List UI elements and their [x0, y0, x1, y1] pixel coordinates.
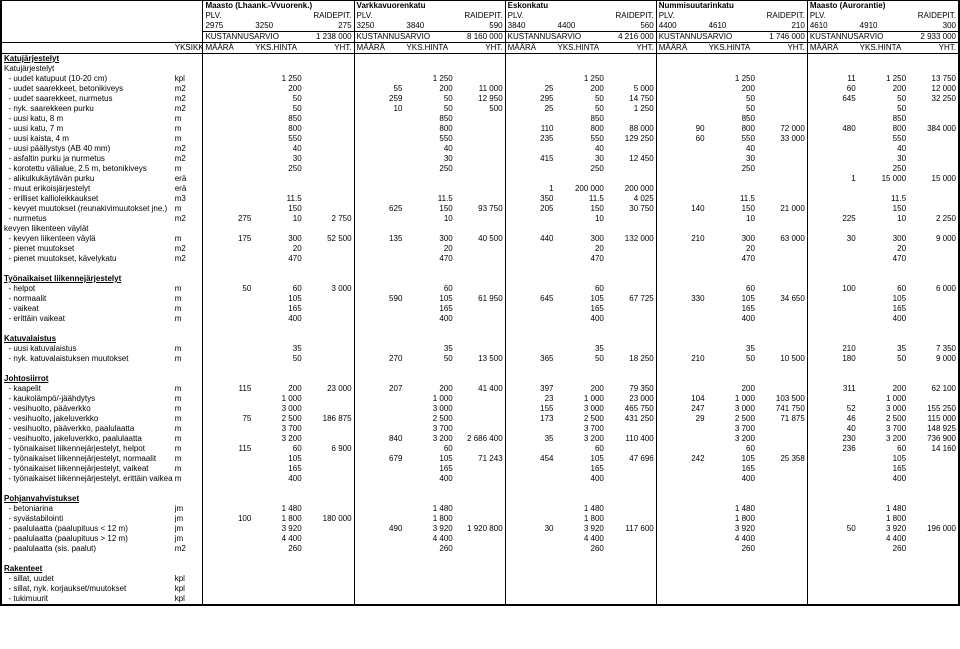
- row-label: - työnaikaiset liikennejärjestelyt, vaik…: [2, 464, 173, 474]
- row-label: - sillat, uudet: [2, 574, 173, 584]
- row-label: - kevyet muutokset (reunakivimuutokset j…: [2, 204, 173, 214]
- row-label: - asfaltin purku ja nurmetus: [2, 154, 173, 164]
- row-label: - uusi katu, 8 m: [2, 114, 173, 124]
- site-name: Varkkavuorenkatu: [354, 1, 505, 11]
- row-label: - uusi päällystys (AB 40 mm): [2, 144, 173, 154]
- row-label: - kevyen liikenteen väylä: [2, 234, 173, 244]
- cost-table: Maasto (Lhaank.-Vvuorenk.)Varkkavuorenka…: [0, 0, 960, 606]
- row-label: - pienet muutokset: [2, 244, 173, 254]
- row-label: - nurmetus: [2, 214, 173, 224]
- row-label: - korotettu välialue, 2.5 m, betonikivey…: [2, 164, 173, 174]
- row-label: - normaalit: [2, 294, 173, 304]
- site-name: Eskonkatu: [505, 1, 656, 11]
- row-label: - vesihuolto, jakeluverkko, paalulaatta: [2, 434, 173, 444]
- row-label: - työnaikaiset liikennejärjestelyt, norm…: [2, 454, 173, 464]
- row-label: - vaikeat: [2, 304, 173, 314]
- row-label: - erittäin vaikeat: [2, 314, 173, 324]
- row-label: - työnaikaiset liikennejärjestelyt, help…: [2, 444, 173, 454]
- row-label: - sillat, nyk. korjaukset/muutokset: [2, 584, 173, 594]
- section-title: Katuvalaistus: [2, 334, 173, 344]
- section-title: Työnaikaiset liikennejärjestelyt: [2, 274, 173, 284]
- site-name: Maasto (Lhaank.-Vvuorenk.): [203, 1, 354, 11]
- row-label: - pienet muutokset, kävelykatu: [2, 254, 173, 264]
- row-label: - uusi katu, 7 m: [2, 124, 173, 134]
- row-label: - työnaikaiset liikennejärjestelyt, erit…: [2, 474, 173, 484]
- row-label: - muut erikoisjärjestelyt: [2, 184, 173, 194]
- main-table: Maasto (Lhaank.-Vvuorenk.)Varkkavuorenka…: [1, 1, 959, 605]
- row-label: - paalulaatta (paalupituus > 12 m): [2, 534, 173, 544]
- site-name: Maasto (Aurorantie): [807, 1, 958, 11]
- section-title: Johtosiirrot: [2, 374, 173, 384]
- row-label: - paalulaatta (paalupituus < 12 m): [2, 524, 173, 534]
- row-label: Katujärjestelyt: [2, 64, 173, 74]
- row-label: - nyk. katuvalaistuksen muutokset: [2, 354, 173, 364]
- row-label: - uudet katupuut (10-20 cm): [2, 74, 173, 84]
- row-label: - nyk. saarekkeen purku: [2, 104, 173, 114]
- row-label: - uusi kaista, 4 m: [2, 134, 173, 144]
- row-label: - kaapelit: [2, 384, 173, 394]
- row-label: - syvästabilointi: [2, 514, 173, 524]
- row-label: - vesihuolto, pääverkko: [2, 404, 173, 414]
- row-label: - kaukolämpö/-jäähdytys: [2, 394, 173, 404]
- row-label: - helpot: [2, 284, 173, 294]
- section-title: Pohjanvahvistukset: [2, 494, 173, 504]
- row-label: - paalulaatta (sis. paalut): [2, 544, 173, 554]
- section-title: Katujärjestelyt: [2, 54, 173, 65]
- section-title: Rakenteet: [2, 564, 173, 574]
- row-label: - uudet saarekkeet, betonikiveys: [2, 84, 173, 94]
- row-label: - uudet saarekkeet, nurmetus: [2, 94, 173, 104]
- site-name: Nummisuutarinkatu: [656, 1, 807, 11]
- row-label: - alikulkukäytävän purku: [2, 174, 173, 184]
- row-label: - erilliset kallioleikkaukset: [2, 194, 173, 204]
- row-label: - betoniarina: [2, 504, 173, 514]
- row-label: kevyen liikenteen väylät: [2, 224, 173, 234]
- row-label: - uusi katuvalaistus: [2, 344, 173, 354]
- row-label: - vesihuolto, jakeluverkko: [2, 414, 173, 424]
- row-label: - tukimuurit: [2, 594, 173, 605]
- row-label: - vesihuolto, pääverkko, paalulaatta: [2, 424, 173, 434]
